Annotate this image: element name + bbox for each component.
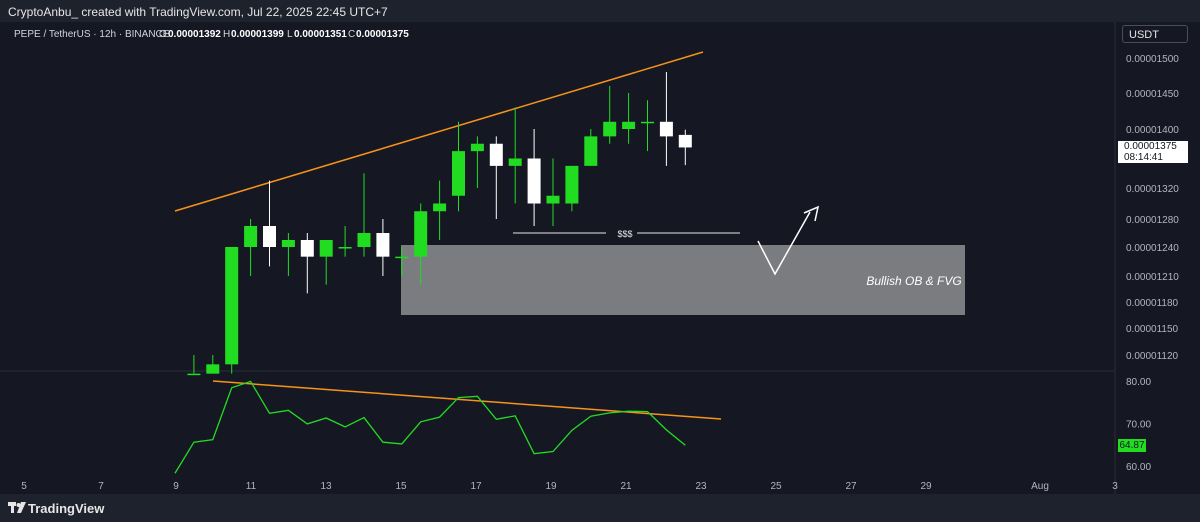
zone-label: Bullish OB & FVG xyxy=(866,274,961,288)
rising-trendline[interactable] xyxy=(174,51,704,212)
time-tick-label: 25 xyxy=(770,481,782,492)
projection-path[interactable] xyxy=(757,211,811,276)
candle-body xyxy=(187,373,201,376)
candle-body xyxy=(263,226,276,247)
time-tick-label: 27 xyxy=(845,481,857,492)
time-tick-label: 17 xyxy=(470,481,482,492)
candle-body xyxy=(622,121,636,129)
candle-body xyxy=(338,247,352,249)
footer-brand: TradingView xyxy=(28,501,105,516)
candle-body xyxy=(641,121,654,124)
candle-body xyxy=(300,240,314,257)
price-tick-label: 0.00001120 xyxy=(1126,351,1179,362)
rsi-falling-trendline[interactable] xyxy=(212,380,722,420)
candle-body xyxy=(452,151,465,196)
trading-chart[interactable]: PEPE / TetherUS · 12h · BINANCE O 0.0000… xyxy=(0,22,1200,494)
candle-body xyxy=(433,203,447,212)
price-tick-label: 0.00001240 xyxy=(1126,243,1179,254)
price-tick-label: 0.00001320 xyxy=(1126,184,1179,195)
time-tick-label: 5 xyxy=(21,481,27,492)
rsi-tick-label: 60.00 xyxy=(1126,462,1151,473)
bar-countdown: 08:14:41 xyxy=(1124,152,1163,163)
symbol-title: PEPE / TetherUS · 12h · BINANCE xyxy=(14,29,170,40)
candle-body xyxy=(357,233,371,247)
time-tick-label: 3 xyxy=(1112,481,1118,492)
tradingview-logo-icon xyxy=(8,502,26,513)
candle-body xyxy=(584,136,598,166)
rsi-tick-label: 70.00 xyxy=(1126,420,1151,431)
liquidity-label: $$$ xyxy=(617,229,632,239)
price-tick-label: 0.00001210 xyxy=(1126,272,1179,283)
candle-body xyxy=(414,211,428,257)
candle-body xyxy=(565,165,579,204)
attribution-bar: CryptoAnbu_ created with TradingView.com… xyxy=(0,0,1200,22)
candle-body xyxy=(527,158,541,204)
price-tick-label: 0.00001400 xyxy=(1126,125,1179,136)
rsi-axis-ticks: 80.00 70.00 60.00 xyxy=(1126,377,1151,473)
price-tick-label: 0.00001280 xyxy=(1126,215,1179,226)
candle-body xyxy=(508,158,522,166)
time-tick-label: 11 xyxy=(246,481,257,492)
candle-body xyxy=(470,143,484,152)
ohlc-high-value: 0.00001399 xyxy=(231,29,284,40)
candle-body xyxy=(206,364,220,374)
ohlc-close-value: 0.00001375 xyxy=(356,29,409,40)
time-tick-label: 19 xyxy=(545,481,557,492)
ohlc-open-value: 0.00001392 xyxy=(168,29,221,40)
candle-body xyxy=(376,233,390,257)
time-tick-label: 15 xyxy=(395,481,407,492)
price-tick-label: 0.00001500 xyxy=(1126,54,1179,65)
time-tick-label: 21 xyxy=(620,481,632,492)
rsi-last-value: 64.87 xyxy=(1118,439,1146,452)
candle-body xyxy=(659,121,673,137)
candle-body xyxy=(395,256,409,259)
candle-body xyxy=(489,143,503,166)
ohlc-low-label: L xyxy=(287,29,293,40)
price-tick-label: 0.00001450 xyxy=(1126,89,1179,100)
candles-group xyxy=(187,72,692,376)
time-tick-label: Aug xyxy=(1031,481,1049,492)
candle-body xyxy=(603,121,617,137)
last-price-value: 0.00001375 xyxy=(1124,141,1177,152)
currency-selector-button[interactable]: USDT xyxy=(1122,25,1188,43)
candle-body xyxy=(244,226,258,247)
attribution-text: CryptoAnbu_ created with TradingView.com… xyxy=(8,5,388,19)
candle-body xyxy=(281,240,295,247)
ohlc-high-label: H xyxy=(223,29,230,40)
last-price-label: 0.00001375 08:14:41 xyxy=(1118,141,1188,163)
price-tick-label: 0.00001150 xyxy=(1126,324,1179,335)
rsi-tick-label: 80.00 xyxy=(1126,377,1151,388)
time-axis-ticks: 5 7 9 11 13 15 17 19 21 23 25 27 29 Aug 3 xyxy=(21,481,1118,492)
candle-body xyxy=(678,134,692,148)
projection-arrowhead xyxy=(803,205,820,222)
price-axis-ticks: 0.00001500 0.00001450 0.00001400 0.00001320… xyxy=(1126,54,1179,362)
time-tick-label: 13 xyxy=(320,481,332,492)
candle-body xyxy=(225,247,239,365)
footer-bar: TradingView xyxy=(0,494,1200,522)
bullish-ob-fvg-zone xyxy=(401,245,965,315)
candle-body xyxy=(546,195,560,204)
candle-body xyxy=(319,240,333,257)
time-tick-label: 29 xyxy=(920,481,932,492)
ohlc-close-label: C xyxy=(348,29,355,40)
price-tick-label: 0.00001180 xyxy=(1126,298,1179,309)
time-tick-label: 23 xyxy=(695,481,707,492)
time-tick-label: 9 xyxy=(173,481,179,492)
ohlc-open-label: O xyxy=(159,29,167,40)
time-tick-label: 7 xyxy=(98,481,104,492)
ohlc-low-value: 0.00001351 xyxy=(294,29,347,40)
rsi-line xyxy=(174,380,686,474)
